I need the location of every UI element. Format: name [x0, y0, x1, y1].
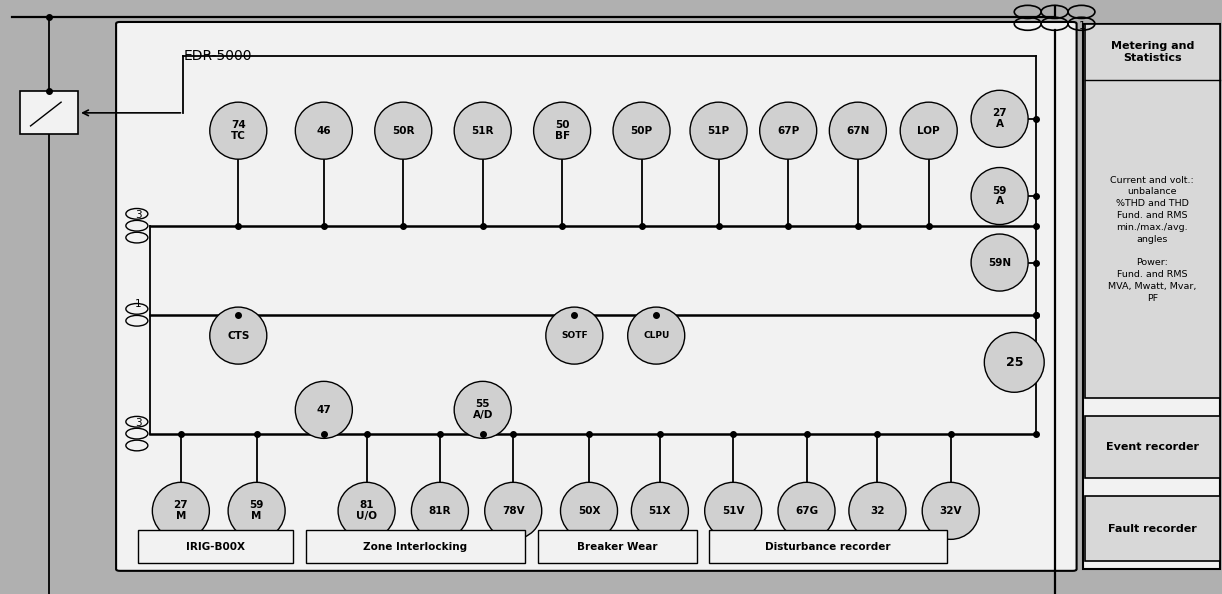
Text: Event recorder: Event recorder [1106, 442, 1199, 452]
Text: 3: 3 [134, 418, 142, 428]
Text: Current and volt.:
unbalance
%THD and THD
Fund. and RMS
min./max./avg.
angles

P: Current and volt.: unbalance %THD and TH… [1108, 176, 1196, 302]
Ellipse shape [338, 482, 395, 539]
Bar [1083, 24, 1220, 569]
Bar [1085, 496, 1220, 561]
Text: 27
A: 27 A [992, 108, 1007, 129]
Ellipse shape [375, 102, 431, 159]
Bar [709, 530, 947, 563]
Text: IRIG-B00X: IRIG-B00X [186, 542, 246, 552]
Text: 1: 1 [1079, 21, 1086, 30]
Ellipse shape [153, 482, 209, 539]
Text: 59
M: 59 M [249, 500, 264, 522]
Ellipse shape [830, 102, 886, 159]
Ellipse shape [971, 168, 1028, 225]
Ellipse shape [296, 102, 352, 159]
Bar [538, 530, 697, 563]
Text: 74
TC: 74 TC [231, 120, 246, 141]
Ellipse shape [901, 102, 957, 159]
FancyBboxPatch shape [116, 22, 1077, 571]
Ellipse shape [778, 482, 835, 539]
Text: 51R: 51R [472, 126, 494, 135]
Ellipse shape [849, 482, 906, 539]
Text: 1: 1 [134, 299, 142, 309]
Text: 50X: 50X [578, 506, 600, 516]
Bar [306, 530, 525, 563]
Text: Fault recorder: Fault recorder [1108, 524, 1196, 533]
Ellipse shape [534, 102, 590, 159]
Text: 32: 32 [870, 506, 885, 516]
Bar [138, 530, 293, 563]
Ellipse shape [923, 482, 979, 539]
Ellipse shape [412, 482, 468, 539]
Text: 59
A: 59 A [992, 185, 1007, 207]
Bar [20, 91, 78, 134]
Text: 67P: 67P [777, 126, 799, 135]
Text: LOP: LOP [918, 126, 940, 135]
Text: CTS: CTS [227, 331, 249, 340]
Ellipse shape [690, 102, 747, 159]
Ellipse shape [210, 307, 266, 364]
Ellipse shape [632, 482, 688, 539]
Bar [1085, 416, 1220, 478]
Ellipse shape [985, 333, 1044, 392]
Text: 25: 25 [1006, 356, 1023, 369]
Text: 81
U/O: 81 U/O [356, 500, 378, 522]
Text: 50P: 50P [631, 126, 653, 135]
Text: 46: 46 [316, 126, 331, 135]
Ellipse shape [229, 482, 285, 539]
Text: 3: 3 [134, 210, 142, 220]
Ellipse shape [546, 307, 602, 364]
Ellipse shape [485, 482, 541, 539]
Ellipse shape [705, 482, 761, 539]
Text: Disturbance recorder: Disturbance recorder [765, 542, 891, 552]
Text: 78V: 78V [502, 506, 524, 516]
Text: 51V: 51V [722, 506, 744, 516]
Text: 50
BF: 50 BF [555, 120, 569, 141]
Ellipse shape [613, 102, 670, 159]
Ellipse shape [455, 102, 511, 159]
Ellipse shape [561, 482, 617, 539]
Text: 32V: 32V [940, 506, 962, 516]
Ellipse shape [296, 381, 352, 438]
Text: Breaker Wear: Breaker Wear [577, 542, 657, 552]
Text: 67G: 67G [796, 506, 818, 516]
Ellipse shape [455, 381, 511, 438]
Bar [1085, 24, 1220, 398]
Text: 51P: 51P [708, 126, 730, 135]
Text: 55
A/D: 55 A/D [473, 399, 492, 421]
Ellipse shape [971, 90, 1028, 147]
Text: EDR-5000: EDR-5000 [183, 49, 252, 64]
Text: Metering and
Statistics: Metering and Statistics [1111, 41, 1194, 63]
Text: 81R: 81R [429, 506, 451, 516]
Text: 47: 47 [316, 405, 331, 415]
Text: 51X: 51X [649, 506, 671, 516]
Text: 59N: 59N [989, 258, 1011, 267]
Ellipse shape [760, 102, 816, 159]
Ellipse shape [971, 234, 1028, 291]
Text: 67N: 67N [846, 126, 870, 135]
Text: SOTF: SOTF [561, 331, 588, 340]
Text: 27
M: 27 M [174, 500, 188, 522]
Ellipse shape [628, 307, 684, 364]
Text: Zone Interlocking: Zone Interlocking [363, 542, 468, 552]
Text: CLPU: CLPU [643, 331, 670, 340]
Ellipse shape [210, 102, 266, 159]
Text: 50R: 50R [392, 126, 414, 135]
